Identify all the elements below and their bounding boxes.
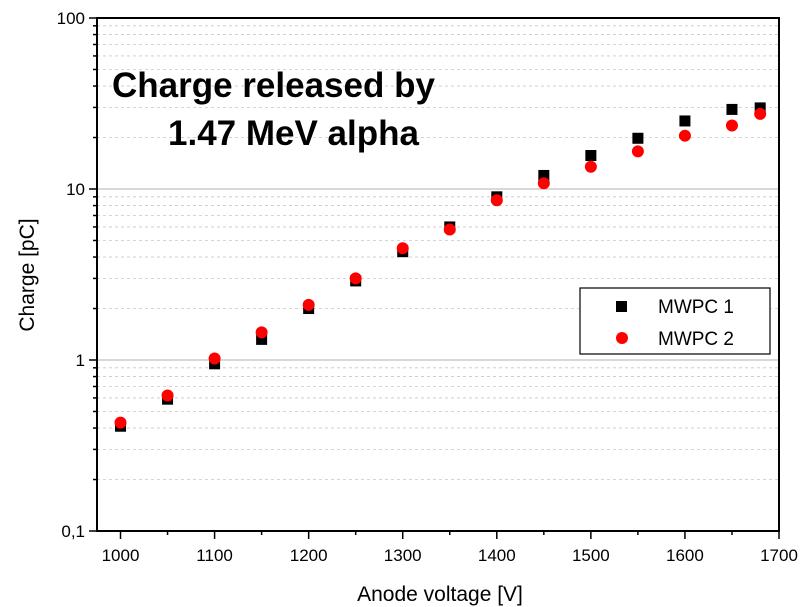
x-tick-label: 1100 bbox=[196, 546, 233, 565]
data-point-mwpc2 bbox=[114, 416, 127, 429]
data-point-mwpc2 bbox=[725, 119, 738, 132]
data-points bbox=[114, 102, 767, 432]
data-point-mwpc2 bbox=[631, 145, 644, 158]
chart-title-line-1: Charge released by bbox=[112, 66, 435, 105]
legend-marker-mwpc2 bbox=[616, 332, 628, 344]
legend-box bbox=[579, 287, 771, 355]
x-tick-label: 1400 bbox=[478, 546, 516, 565]
data-point-mwpc2 bbox=[754, 107, 767, 120]
data-point-mwpc1 bbox=[538, 169, 550, 181]
data-point-mwpc2 bbox=[678, 129, 691, 142]
y-tick-label: 10 bbox=[66, 180, 85, 199]
data-point-mwpc1 bbox=[585, 150, 597, 162]
data-point-mwpc2 bbox=[584, 160, 597, 173]
ticks bbox=[89, 17, 780, 539]
legend-label-mwpc2: MWPC 2 bbox=[658, 329, 734, 350]
data-point-mwpc1 bbox=[726, 103, 738, 115]
x-tick-label: 1000 bbox=[102, 546, 140, 565]
legend-label-mwpc1: MWPC 1 bbox=[658, 297, 734, 318]
y-tick-label: 1 bbox=[76, 351, 85, 370]
plot-frame bbox=[96, 17, 780, 532]
data-point-mwpc1 bbox=[256, 333, 268, 345]
y-tick-label: 100 bbox=[57, 9, 85, 28]
data-point-mwpc2 bbox=[490, 194, 503, 207]
data-point-mwpc2 bbox=[443, 223, 456, 236]
x-tick-label: 1500 bbox=[572, 546, 610, 565]
x-tick-label: 1600 bbox=[666, 546, 704, 565]
data-point-mwpc2 bbox=[537, 177, 550, 190]
y-axis-title: Charge [pC] bbox=[16, 218, 39, 331]
legend: MWPC 1 MWPC 2 bbox=[579, 287, 771, 355]
data-point-mwpc2 bbox=[396, 242, 409, 255]
tick-labels: 0,1 1 10 100 1000 1100 1200 1300 1400 1500 1600 170… bbox=[57, 9, 798, 565]
data-point-mwpc1 bbox=[679, 115, 691, 127]
x-tick-label: 1300 bbox=[384, 546, 422, 565]
x-axis-title: Anode voltage [V] bbox=[357, 583, 523, 606]
x-tick-label: 1700 bbox=[760, 546, 798, 565]
data-point-mwpc2 bbox=[208, 352, 221, 365]
y-tick-label: 0,1 bbox=[61, 522, 85, 541]
legend-marker-mwpc1 bbox=[616, 301, 627, 312]
data-point-mwpc2 bbox=[349, 272, 362, 285]
data-point-mwpc2 bbox=[302, 298, 315, 311]
data-point-mwpc2 bbox=[255, 326, 268, 339]
data-point-mwpc2 bbox=[161, 389, 174, 402]
x-tick-label: 1200 bbox=[290, 546, 328, 565]
chart-title-line-2: 1.47 MeV alpha bbox=[168, 114, 419, 153]
data-point-mwpc1 bbox=[632, 132, 644, 144]
